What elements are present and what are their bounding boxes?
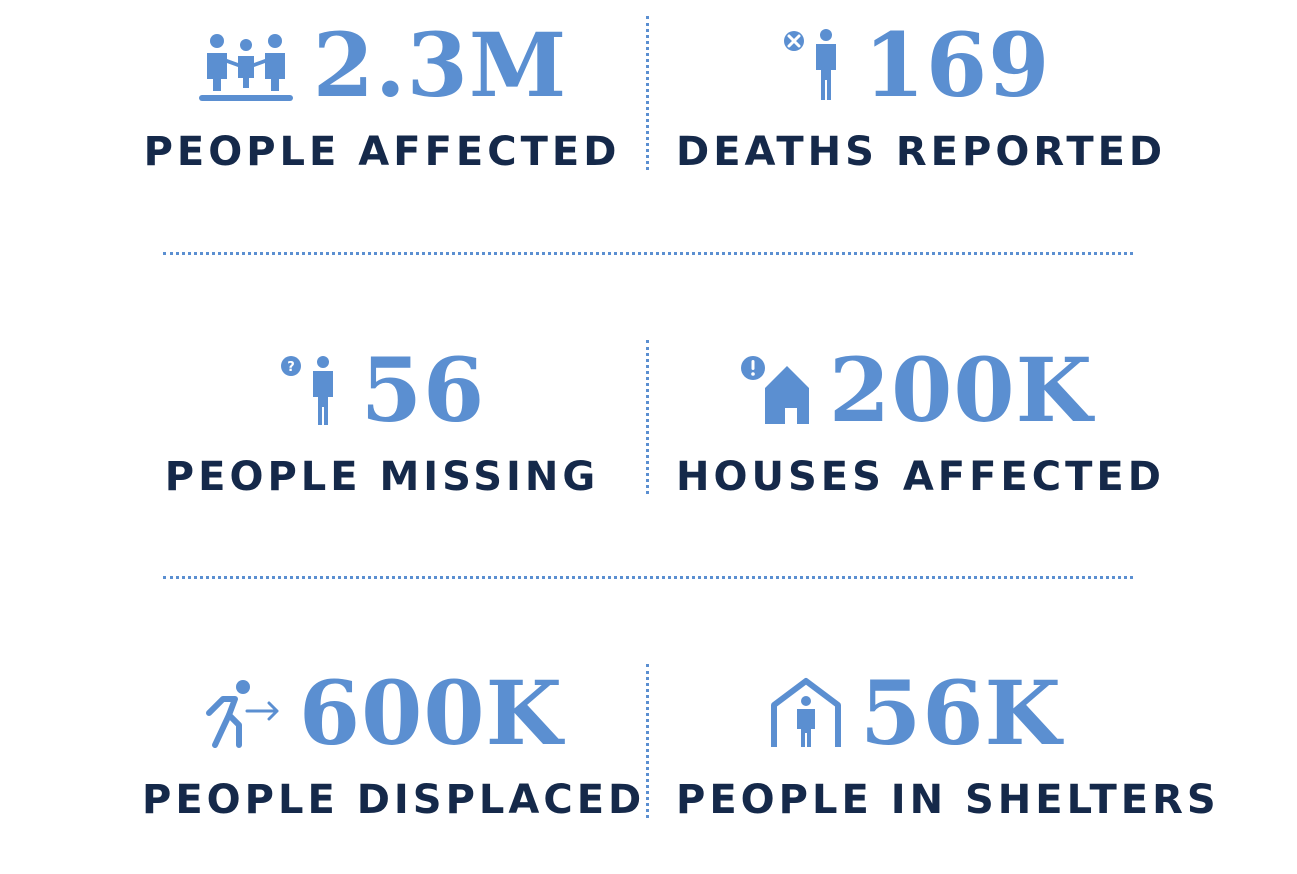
- stat-value: 600K: [298, 661, 564, 765]
- stat-value: 200K: [828, 338, 1094, 442]
- stat-label: PEOPLE AFFECTED: [143, 129, 621, 175]
- stat-value: 2.3M: [312, 13, 568, 117]
- person-question-icon: ?: [279, 354, 343, 426]
- stat-label: PEOPLE IN SHELTERS: [676, 777, 1220, 823]
- stat-houses-affected: 200K HOUSES AFFECTED: [676, 338, 1165, 505]
- stat-label: PEOPLE MISSING: [164, 454, 600, 500]
- people-group-icon: [197, 29, 295, 101]
- stat-value: 56K: [860, 661, 1062, 765]
- person-running-arrow-icon: [201, 677, 281, 749]
- stat-deaths-reported: 169 DEATHS REPORTED: [676, 13, 1167, 180]
- vertical-divider-3: [646, 664, 649, 818]
- horizontal-divider-2: [163, 576, 1133, 579]
- stat-people-missing: ? 56 PEOPLE MISSING: [142, 345, 622, 505]
- horizontal-divider-1: [163, 252, 1133, 255]
- house-alert-icon: [739, 354, 811, 426]
- stat-people-affected: 2.3M PEOPLE AFFECTED: [142, 20, 622, 180]
- vertical-divider-1: [646, 16, 649, 170]
- stat-value: 56: [360, 338, 486, 442]
- stat-label: PEOPLE DISPLACED: [142, 777, 646, 823]
- person-cross-icon: [782, 29, 846, 101]
- stat-label: HOUSES AFFECTED: [676, 454, 1165, 500]
- person-shelter-icon: [770, 677, 842, 749]
- stat-people-displaced: 600K PEOPLE DISPLACED: [142, 661, 646, 828]
- vertical-divider-2: [646, 340, 649, 494]
- stat-people-in-shelters: 56K PEOPLE IN SHELTERS: [676, 661, 1220, 828]
- svg-text:?: ?: [287, 360, 295, 375]
- stat-value: 169: [863, 13, 1051, 117]
- stat-label: DEATHS REPORTED: [676, 129, 1167, 175]
